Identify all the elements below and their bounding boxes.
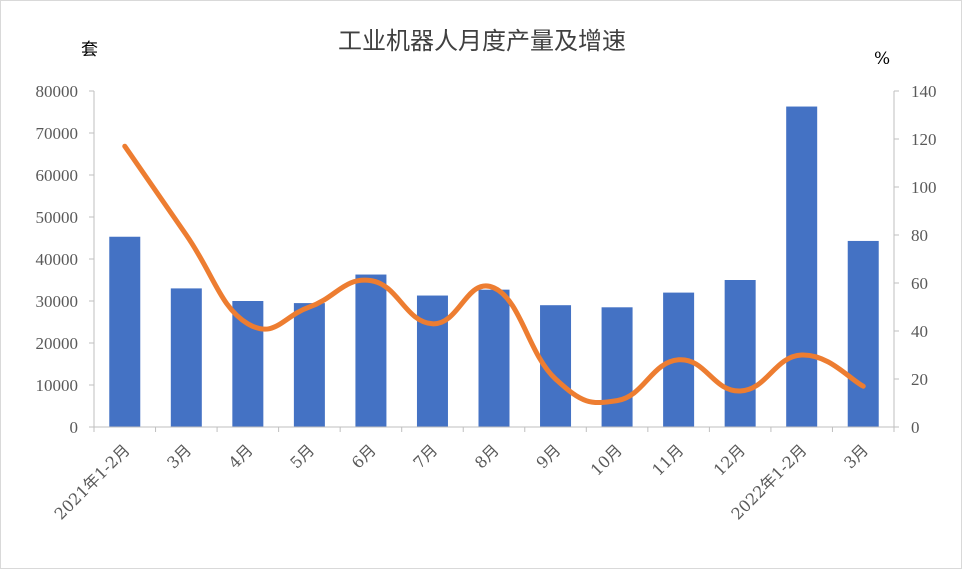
bar bbox=[294, 303, 325, 427]
right-tick-label: 120 bbox=[911, 130, 937, 149]
bar bbox=[109, 237, 140, 427]
bar bbox=[479, 290, 510, 427]
category-label: 12月 bbox=[710, 440, 749, 479]
right-tick-label: 80 bbox=[911, 226, 928, 245]
chart-title: 工业机器人月度产量及增速 bbox=[338, 27, 626, 55]
right-axis-unit: % bbox=[874, 49, 890, 69]
category-label: 3月 bbox=[163, 440, 195, 472]
bar bbox=[355, 275, 386, 427]
category-label: 8月 bbox=[471, 440, 503, 472]
bar bbox=[417, 296, 448, 427]
bar bbox=[848, 241, 879, 427]
left-tick-label: 10000 bbox=[36, 376, 79, 395]
right-tick-label: 0 bbox=[911, 418, 920, 437]
left-tick-label: 20000 bbox=[36, 334, 79, 353]
left-tick-label: 60000 bbox=[36, 166, 79, 185]
right-tick-label: 60 bbox=[911, 274, 928, 293]
right-tick-label: 100 bbox=[911, 178, 937, 197]
bar bbox=[725, 280, 756, 427]
category-label: 10月 bbox=[587, 440, 626, 479]
category-label: 9月 bbox=[532, 440, 564, 472]
left-tick-label: 70000 bbox=[36, 124, 79, 143]
category-label: 11月 bbox=[648, 440, 687, 479]
right-tick-label: 40 bbox=[911, 322, 928, 341]
left-tick-label: 80000 bbox=[36, 82, 79, 101]
category-label: 5月 bbox=[286, 440, 318, 472]
right-tick-label: 140 bbox=[911, 82, 937, 101]
left-tick-label: 30000 bbox=[36, 292, 79, 311]
right-tick-label: 20 bbox=[911, 370, 928, 389]
left-tick-label: 40000 bbox=[36, 250, 79, 269]
left-tick-label: 50000 bbox=[36, 208, 79, 227]
bar bbox=[786, 107, 817, 427]
bar bbox=[232, 301, 263, 427]
category-label: 7月 bbox=[409, 440, 441, 472]
left-tick-label: 0 bbox=[70, 418, 79, 437]
category-label: 4月 bbox=[225, 440, 257, 472]
bar bbox=[171, 288, 202, 427]
category-label: 6月 bbox=[348, 440, 380, 472]
category-label: 2021年1-2月 bbox=[51, 440, 134, 523]
category-label: 3月 bbox=[840, 440, 872, 472]
bar bbox=[602, 307, 633, 427]
left-axis-unit: 套 bbox=[81, 40, 98, 60]
